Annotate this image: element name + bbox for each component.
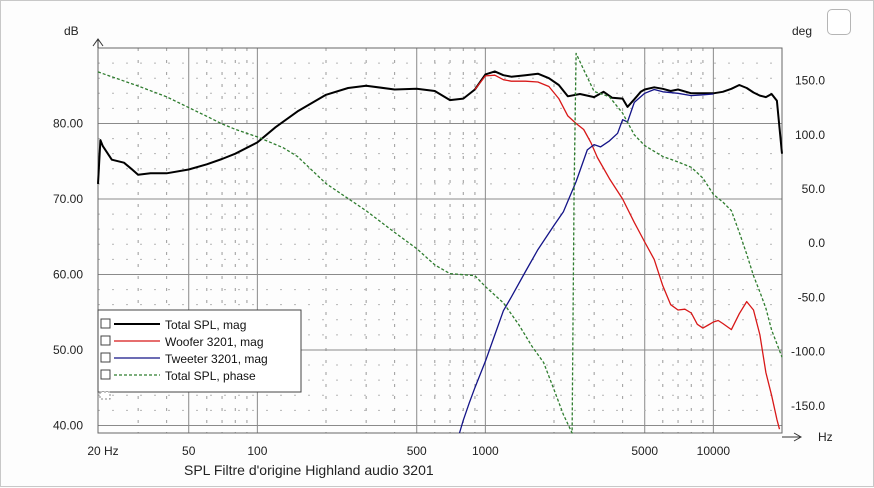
x-unit: Hz <box>818 430 833 444</box>
x-axis-arrow <box>793 432 803 442</box>
legend-label: Tweeter 3201, mag <box>165 352 268 366</box>
axes: 20 Hz 50 100 500 1000 5000 10000 40.00 50.00 60.0… <box>53 24 833 458</box>
legend-checkbox[interactable] <box>100 352 111 363</box>
y-right-unit: deg <box>792 24 812 38</box>
y-left-tick-label: 80.00 <box>53 116 83 130</box>
y-left-tick-label: 50.00 <box>53 343 83 357</box>
chart-caption: SPL Filtre d'origine Highland audio 3201 <box>184 462 434 478</box>
x-tick-label: 50 <box>182 444 196 458</box>
series-lines <box>97 52 783 434</box>
plot-border <box>97 47 783 434</box>
legend-label: Total SPL, phase <box>165 369 256 383</box>
legend-label: Woofer 3201, mag <box>165 335 264 349</box>
series-line-2 <box>474 74 781 430</box>
y-right-tick-label: -50.0 <box>798 290 826 304</box>
y-right-tick-label: 150.0 <box>795 74 825 88</box>
x-tick-label: 5000 <box>631 444 658 458</box>
y-left-unit: dB <box>64 24 79 38</box>
x-tick-label: 10000 <box>697 444 731 458</box>
y-right-tick-label: -150.0 <box>791 399 825 413</box>
x-tick-label: 500 <box>407 444 427 458</box>
x-tick-label: 20 Hz <box>87 444 118 458</box>
y-right-tick-label: 100.0 <box>795 128 825 142</box>
series-line-4 <box>97 52 783 434</box>
y-right-tick-label: -100.0 <box>791 345 825 359</box>
legend-checkbox[interactable] <box>100 335 111 346</box>
y-left-tick-label: 40.00 <box>53 418 83 432</box>
legend-checkbox[interactable] <box>100 369 111 380</box>
legend-checkbox[interactable] <box>100 318 111 329</box>
legend-resize-handle[interactable] <box>99 391 111 400</box>
y-right-tick-label: 0.0 <box>808 236 825 250</box>
series-line-3 <box>458 88 714 434</box>
x-tick-label: 100 <box>247 444 267 458</box>
y-right-tick-label: 50.0 <box>802 182 826 196</box>
series-line-1 <box>97 70 783 184</box>
legend: Total SPL, mag Woofer 3201, mag Tweeter 32… <box>97 309 302 400</box>
corner-checkbox[interactable] <box>827 9 851 35</box>
x-tick-label: 1000 <box>472 444 499 458</box>
y-left-tick-label: 60.00 <box>53 267 83 281</box>
y-left-tick-label: 70.00 <box>53 192 83 206</box>
legend-label: Total SPL, mag <box>165 318 246 332</box>
